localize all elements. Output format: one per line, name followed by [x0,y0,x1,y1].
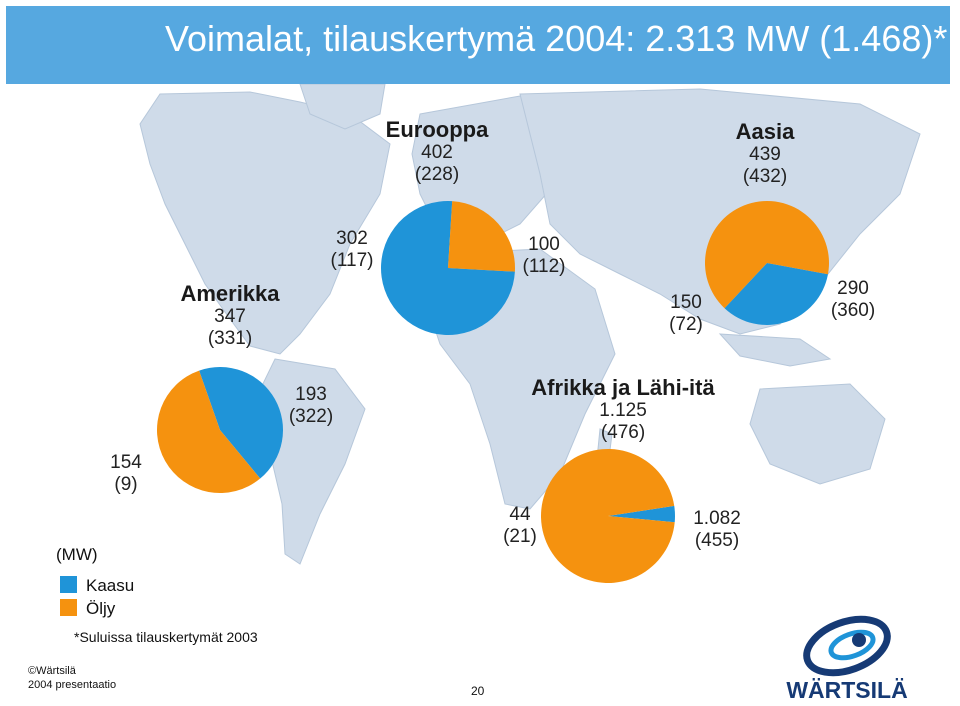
prev-afrikka-oljy: (455) [694,530,740,551]
pie-slice-afrikka-kaasu [608,505,675,523]
footer-subtitle: 2004 presentaatio [28,679,117,691]
label-amerikka: Amerikka 347 (331) [170,282,290,350]
wartsila-logo: WÄRTSILÄ [786,615,908,703]
kaasu-swatch [60,576,77,593]
value-afrikka-kaasu: 44 [509,504,531,525]
value-afrikka-oljy: 1.082 [693,508,741,529]
region-total-eurooppa: 402 [421,142,453,163]
region-name-afrikka: Afrikka ja Lähi-itä [531,375,715,400]
prev-aasia-kaasu: (72) [669,314,703,335]
pie-slice-amerikka-kaasu [199,367,284,479]
pie-slice-aasia-oljy [705,200,829,309]
label-afrikka: Afrikka ja Lähi-itä 1.125 (476) [518,376,728,444]
value-aasia-kaasu: 150 [670,292,702,313]
label-afrikka-kaasu: 44 (21) [490,504,550,548]
prev-afrikka-kaasu: (21) [503,526,537,547]
logo-swoosh-inner [828,629,876,661]
page-number: 20 [471,684,485,698]
value-eurooppa-kaasu: 302 [336,228,368,249]
label-aasia-oljy: 290 (360) [818,278,888,322]
prev-aasia-oljy: (360) [830,300,876,321]
footnote: *Suluissa tilauskertymät 2003 [74,629,258,645]
pie-slice-amerikka-oljy [157,370,261,493]
footer-copyright: ©Wärtsilä [28,665,76,677]
region-prev-amerikka: (331) [207,328,253,349]
region-name-amerikka: Amerikka [180,281,280,306]
footer-copyright-block: ©Wärtsilä 2004 presentaatio [28,664,116,692]
page-title: Voimalat, tilauskertymä 2004: 2.313 MW (… [165,18,948,59]
pie-slice-eurooppa-kaasu [381,201,515,335]
label-aasia: Aasia 439 (432) [720,120,810,188]
prev-amerikka-oljy: (322) [288,406,334,427]
pie-amerikka [157,367,284,493]
indonesia-landmass [718,333,832,367]
prev-amerikka-kaasu: (9) [114,474,138,495]
pie-slice-afrikka-oljy [541,448,675,583]
value-aasia-oljy: 290 [837,278,869,299]
pie-eurooppa [381,201,515,335]
prev-eurooppa-oljy: (112) [522,256,566,277]
value-amerikka-oljy: 193 [295,384,327,405]
logo-dot [852,633,866,647]
region-total-amerikka: 347 [214,306,246,327]
pie-slice-eurooppa-oljy [448,201,515,272]
value-eurooppa-oljy: 100 [528,234,560,255]
label-eurooppa: Eurooppa 402 (228) [382,118,492,186]
pie-afrikka [541,448,675,583]
logo-swoosh-outer [803,615,891,677]
region-prev-eurooppa: (228) [414,164,460,185]
greenland-landmass [299,84,386,130]
label-amerikka-kaasu: 154 (9) [96,452,156,496]
legend-unit: (MW) [56,545,98,564]
australia-landmass [749,383,886,485]
region-name-aasia: Aasia [735,119,795,144]
region-prev-afrikka: (476) [600,422,646,443]
prev-eurooppa-kaasu: (117) [330,250,374,271]
legend-label-oljy: Öljy [86,599,116,618]
region-total-aasia: 439 [749,144,781,165]
label-afrikka-oljy: 1.082 (455) [682,508,752,552]
label-eurooppa-kaasu: 302 (117) [322,228,382,272]
region-prev-aasia: (432) [742,166,788,187]
value-amerikka-kaasu: 154 [110,452,142,473]
region-name-eurooppa: Eurooppa [385,117,489,142]
pie-aasia [705,200,829,325]
logo-wordmark: WÄRTSILÄ [786,677,907,703]
label-aasia-kaasu: 150 (72) [656,292,716,336]
legend-label-kaasu: Kaasu [86,576,135,595]
region-total-afrikka: 1.125 [599,400,647,421]
title-bar [6,6,950,84]
label-eurooppa-oljy: 100 (112) [513,234,575,278]
oljy-swatch [60,599,77,616]
pie-slice-aasia-kaasu [724,263,828,325]
label-amerikka-oljy: 193 (322) [280,384,342,428]
